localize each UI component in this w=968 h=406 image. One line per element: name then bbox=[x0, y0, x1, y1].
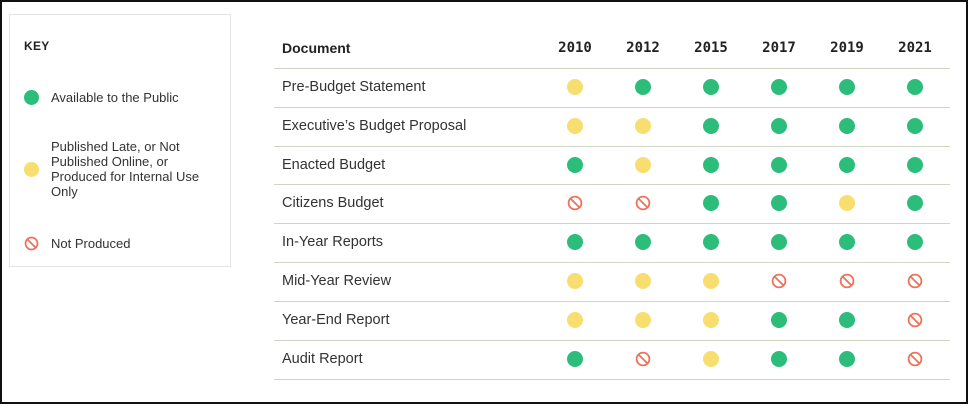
column-header-2017: 2017 bbox=[762, 40, 796, 56]
yellow-dot-icon bbox=[567, 273, 583, 289]
table-row: Mid-Year Review bbox=[274, 262, 950, 301]
yellow-dot-icon bbox=[635, 311, 651, 328]
prohibited-icon bbox=[771, 273, 787, 289]
prohibited-icon bbox=[635, 195, 651, 211]
yellow-dot-icon bbox=[703, 350, 719, 367]
table-row: Citizens Budget bbox=[274, 184, 950, 223]
column-header-2015: 2015 bbox=[694, 40, 728, 56]
green-dot-icon bbox=[771, 311, 787, 328]
table-row: Enacted Budget bbox=[274, 145, 950, 185]
yellow-dot-icon bbox=[703, 311, 719, 328]
prohibited-icon bbox=[907, 312, 923, 328]
yellow-dot-icon bbox=[839, 195, 855, 212]
green-dot-icon bbox=[907, 195, 923, 212]
green-dot-icon bbox=[839, 156, 855, 173]
green-dot-icon bbox=[839, 234, 855, 251]
prohibited-icon bbox=[567, 195, 583, 211]
green-dot-icon bbox=[839, 117, 855, 134]
green-dot-icon bbox=[703, 234, 719, 251]
green-dot-icon bbox=[635, 234, 651, 251]
legend-label-available: Available to the Public bbox=[51, 90, 179, 105]
prohibited-icon bbox=[24, 236, 39, 251]
table-row: Year-End Report bbox=[274, 300, 950, 340]
yellow-dot-icon bbox=[567, 117, 583, 134]
green-dot-icon bbox=[567, 156, 583, 173]
green-dot-icon bbox=[703, 156, 719, 173]
prohibited-icon bbox=[907, 351, 923, 367]
green-dot-icon bbox=[907, 156, 923, 173]
table-row: Pre-Budget Statement bbox=[274, 68, 950, 107]
yellow-dot-icon bbox=[703, 273, 719, 289]
legend-label-not-produced: Not Produced bbox=[51, 236, 131, 251]
row-label: Executive’s Budget Proposal bbox=[282, 117, 467, 134]
yellow-dot-icon bbox=[567, 311, 583, 328]
row-label: Enacted Budget bbox=[282, 156, 386, 173]
status-table: Document 2010 2012 2015 2017 2019 2021 Pre-Bud… bbox=[274, 2, 950, 406]
green-dot-icon bbox=[839, 350, 855, 367]
row-label: Year-End Report bbox=[282, 311, 390, 328]
prohibited-icon bbox=[839, 273, 855, 289]
green-dot-icon bbox=[839, 79, 855, 95]
legend-box: KEY Available to the Public Published La… bbox=[9, 14, 231, 267]
green-dot-icon bbox=[703, 79, 719, 95]
green-dot-icon bbox=[907, 79, 923, 95]
green-dot-icon bbox=[703, 195, 719, 212]
yellow-dot-icon bbox=[567, 79, 583, 95]
column-header-2010: 2010 bbox=[558, 40, 592, 56]
yellow-dot-icon bbox=[24, 162, 39, 177]
green-dot-icon bbox=[567, 350, 583, 367]
row-label: In-Year Reports bbox=[282, 234, 384, 251]
yellow-dot-icon bbox=[635, 117, 651, 134]
green-dot-icon bbox=[771, 195, 787, 212]
green-dot-icon bbox=[635, 79, 651, 95]
column-header-document: Document bbox=[282, 40, 351, 56]
row-label: Citizens Budget bbox=[282, 195, 384, 212]
row-label: Pre-Budget Statement bbox=[282, 79, 426, 95]
green-dot-icon bbox=[771, 79, 787, 95]
column-header-2012: 2012 bbox=[626, 40, 660, 56]
prohibited-icon bbox=[907, 273, 923, 289]
column-header-2021: 2021 bbox=[898, 40, 932, 56]
green-dot-icon bbox=[771, 350, 787, 367]
green-dot-icon bbox=[907, 117, 923, 134]
green-dot-icon bbox=[771, 156, 787, 173]
legend-title: KEY bbox=[24, 39, 50, 53]
yellow-dot-icon bbox=[635, 156, 651, 173]
table-row: In-Year Reports bbox=[274, 223, 950, 262]
yellow-dot-icon bbox=[635, 273, 651, 289]
green-dot-icon bbox=[771, 117, 787, 134]
prohibited-icon bbox=[635, 351, 651, 367]
green-dot-icon bbox=[907, 234, 923, 251]
green-dot-icon bbox=[567, 234, 583, 251]
green-dot-icon bbox=[24, 90, 39, 105]
green-dot-icon bbox=[839, 311, 855, 328]
column-header-2019: 2019 bbox=[830, 40, 864, 56]
legend-label-late: Published Late, or Not Published Online,… bbox=[51, 139, 200, 199]
table-row: Executive’s Budget Proposal bbox=[274, 106, 950, 146]
green-dot-icon bbox=[771, 234, 787, 251]
row-label: Audit Report bbox=[282, 350, 363, 367]
green-dot-icon bbox=[703, 117, 719, 134]
row-label: Mid-Year Review bbox=[282, 273, 392, 289]
table-row: Audit Report bbox=[274, 339, 950, 380]
